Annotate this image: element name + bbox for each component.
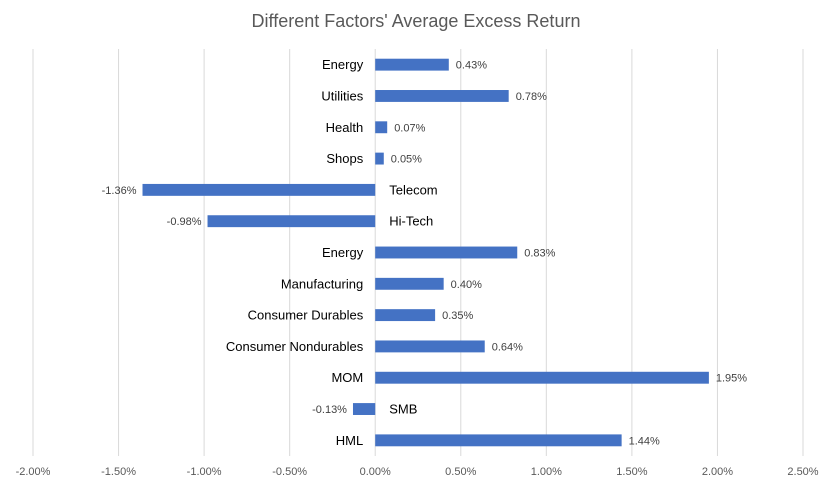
- x-tick-label: -1.50%: [101, 466, 136, 478]
- bar: [375, 309, 436, 322]
- x-tick-label: 0.50%: [445, 466, 476, 478]
- category-label: Hi-Tech: [389, 214, 433, 229]
- bar: [375, 152, 384, 165]
- bar: [375, 58, 449, 71]
- x-tick-label: 2.50%: [787, 466, 818, 478]
- data-label: 0.40%: [451, 279, 482, 291]
- bar: [352, 403, 376, 415]
- bar: [375, 121, 388, 134]
- data-labels: 0.43% 0.78% 0.07% 0.05% -1.36% -0.98% 0.83% 0.4…: [102, 60, 748, 448]
- x-tick-label: 2.00%: [702, 466, 733, 478]
- data-label: 1.44%: [629, 435, 660, 447]
- category-label: Energy: [322, 245, 364, 260]
- category-label: Telecom: [389, 182, 437, 197]
- data-label: 0.43%: [456, 60, 487, 72]
- bar: [375, 340, 485, 353]
- data-label: 0.83%: [524, 248, 555, 260]
- category-label: HML: [336, 433, 363, 448]
- data-label: -0.98%: [167, 216, 202, 228]
- category-label: Consumer Nondurables: [226, 339, 364, 354]
- x-tick-label: -1.00%: [187, 466, 222, 478]
- data-label: 0.05%: [391, 154, 422, 166]
- bar: [207, 215, 376, 228]
- x-tick-label: 0.00%: [360, 466, 391, 478]
- x-tick-label: 1.50%: [616, 466, 647, 478]
- x-tick-labels: -2.00% -1.50% -1.00% -0.50% 0.00% 0.50% 1.00% 1…: [16, 466, 819, 478]
- category-label: Health: [326, 120, 364, 135]
- data-label: 1.95%: [716, 373, 747, 385]
- bar: [375, 246, 518, 259]
- category-label: Shops: [326, 151, 363, 166]
- x-tick-label: 1.00%: [531, 466, 562, 478]
- x-tick-label: -0.50%: [272, 466, 307, 478]
- category-label: Consumer Durables: [248, 308, 364, 323]
- category-label: Utilities: [321, 88, 363, 103]
- bar: [142, 183, 376, 196]
- category-label: Energy: [322, 57, 364, 72]
- category-labels: Energy Utilities Health Shops Telecom Hi-Tech…: [226, 57, 438, 448]
- data-label: 0.78%: [516, 91, 547, 103]
- x-tick-label: -2.00%: [16, 466, 51, 478]
- data-label: -0.13%: [312, 404, 347, 416]
- category-label: MOM: [331, 370, 363, 385]
- category-label: SMB: [389, 402, 417, 417]
- bars: [142, 58, 709, 447]
- data-label: 0.07%: [394, 122, 425, 134]
- data-label: 0.35%: [442, 310, 473, 322]
- bar: [375, 277, 444, 290]
- bar: [375, 371, 709, 384]
- data-label: 0.64%: [492, 341, 523, 353]
- data-label: -1.36%: [102, 185, 137, 197]
- category-label: Manufacturing: [281, 276, 363, 291]
- bar: [375, 434, 622, 447]
- bar: [375, 90, 509, 102]
- chart-title: Different Factors' Average Excess Return: [252, 11, 581, 31]
